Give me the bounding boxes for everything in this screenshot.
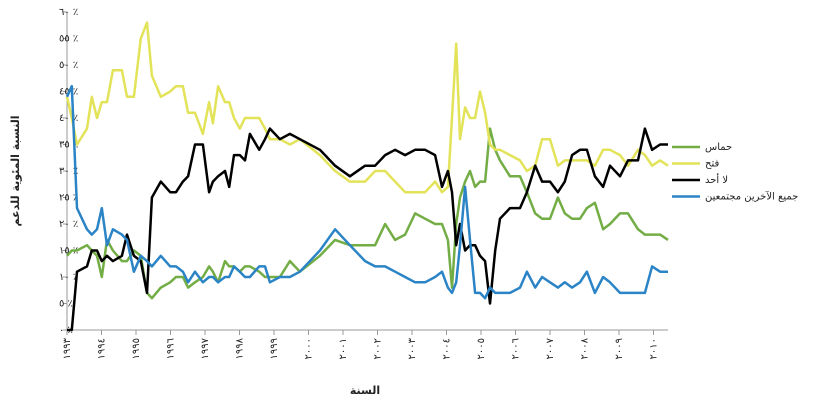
x-tick-label: ٢٠٠٩ <box>614 338 625 359</box>
y-tick-label: ٪ ١٥ <box>59 246 78 257</box>
y-tick-label: ٪ ١٠ <box>59 272 78 283</box>
legend-label: حماس <box>705 142 732 153</box>
y-tick-label: ٪ ٣٥ <box>59 140 78 151</box>
y-tick-label: ٪ ٤٠ <box>59 113 78 124</box>
x-tick-label: ١٩٩٤ <box>97 338 108 359</box>
x-tick-label: ٢٠٠٦ <box>511 338 522 359</box>
x-tick-label: ١٩٩٦ <box>166 338 177 359</box>
series-line <box>66 127 669 300</box>
series-line <box>65 21 669 194</box>
x-tick-label: ٢٠٠٢ <box>373 338 384 359</box>
y-tick-label: ٪ ٣٠ <box>59 166 78 177</box>
x-tick-label: ١٩٩٣ <box>62 337 73 359</box>
y-tick-label: ٪ ٥٠ <box>59 60 78 71</box>
y-tick-label: ٪ ٢٠ <box>59 219 78 230</box>
x-tick-label: ٢٠٠٥ <box>476 338 487 359</box>
legend-label: لا أحد <box>705 173 728 186</box>
x-tick-label: ٢٠٠٧ <box>545 337 556 359</box>
legend-label: جميع الآخرين مجتمعين <box>705 191 798 203</box>
y-axis-title: النسبة المئوية للدعم <box>9 116 22 227</box>
series-line <box>65 84 668 300</box>
x-tick-label: ٢٠١٠ <box>649 338 660 359</box>
y-tick-label: ٪ ٠ <box>59 325 73 336</box>
legend-label: فتح <box>705 159 719 170</box>
y-tick-label: ٪ ٦٠ <box>59 7 78 18</box>
x-axis-title: السنة <box>350 384 380 397</box>
x-tick-label: ٢٠٠٨ <box>580 337 591 359</box>
y-tick-label: ٪ ٥٥ <box>59 34 78 45</box>
x-tick-label: ٢٠٠١ <box>338 338 349 359</box>
y-tick-label: ٪ ٥ <box>59 299 73 310</box>
x-tick-label: ١٩٩٨ <box>235 337 246 359</box>
x-tick-label: ٢٠٠٣ <box>407 337 418 359</box>
series-line <box>67 127 668 332</box>
x-tick-label: ١٩٩٧ <box>200 337 211 359</box>
y-tick-label: ٪ ٢٥ <box>59 193 78 204</box>
x-tick-label: ٢٠٠٤ <box>442 338 453 359</box>
x-tick-label: ٢٠٠٠ <box>304 338 315 359</box>
x-tick-label: ١٩٩٩ <box>269 338 280 359</box>
x-tick-label: ١٩٩٥ <box>131 338 142 359</box>
